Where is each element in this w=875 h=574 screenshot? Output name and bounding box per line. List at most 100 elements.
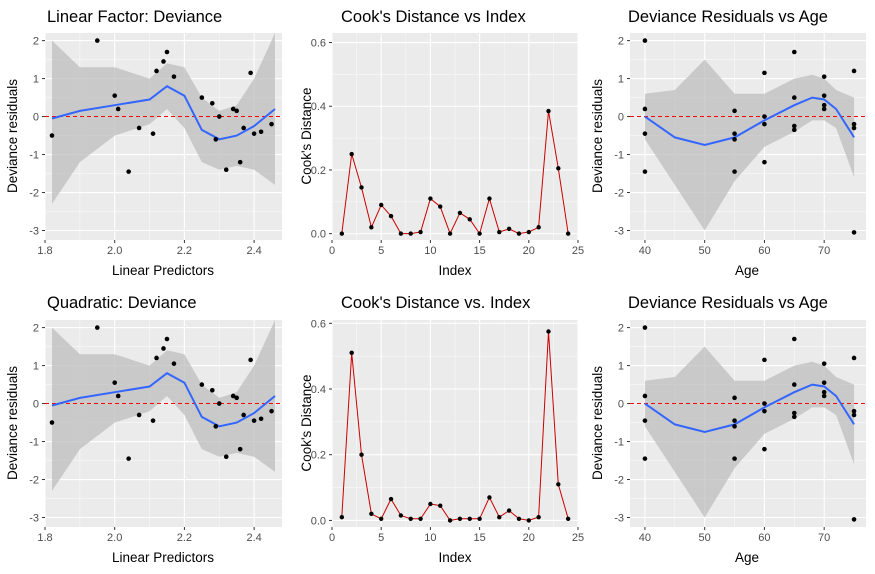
x-axis-label: Index [438, 550, 471, 565]
panel-content [45, 33, 282, 204]
panel-content [630, 325, 866, 522]
x-tick-label: 50 [699, 532, 711, 544]
data-point [237, 159, 243, 165]
x-tick-label: 50 [699, 245, 711, 257]
x-tick-label: 2.4 [246, 245, 261, 257]
data-point [349, 151, 354, 157]
data-point [438, 204, 443, 209]
y-tick-label: 0 [33, 399, 39, 411]
data-point [428, 501, 433, 507]
x-tick-label: 5 [378, 245, 384, 257]
data-point [209, 387, 215, 393]
data-point [526, 518, 531, 523]
data-point [642, 38, 648, 43]
chart-title: Deviance Residuals vs Age [628, 8, 828, 26]
smooth-line [51, 85, 276, 141]
data-point [136, 412, 142, 418]
x-tick-label: 15 [473, 532, 485, 544]
x-axis-label: Index [438, 263, 471, 278]
data-point [213, 424, 219, 429]
data-point [821, 389, 827, 395]
data-point [164, 49, 170, 55]
data-point [642, 131, 648, 136]
data-point [171, 361, 177, 366]
data-point [851, 125, 857, 131]
panel-1: 1.8 2.0 2.2 2.4 -3 -2 -1 0 1 2 Linear Factor: Devi… [5, 8, 282, 278]
y-tick-label: 0.6 [311, 38, 326, 50]
data-point [339, 514, 345, 520]
data-point [467, 516, 472, 521]
data-point [428, 196, 433, 201]
confidence-ribbon [52, 33, 275, 204]
y-tick-label: 0 [618, 399, 624, 411]
data-point [223, 167, 229, 173]
x-tick-label: 10 [424, 532, 436, 544]
data-point [565, 231, 571, 236]
data-point [457, 210, 463, 216]
y-tick-label: 2 [33, 323, 39, 335]
y-tick-label: -3 [29, 513, 39, 525]
data-point [851, 517, 857, 522]
y-tick-label: 1 [33, 361, 39, 373]
data-point [49, 420, 55, 425]
data-point [447, 518, 453, 523]
data-point [248, 70, 253, 76]
x-tick-label: 2.4 [246, 532, 261, 544]
y-axis-label: Deviance residuals [5, 366, 20, 480]
data-point [792, 382, 797, 387]
data-point [269, 121, 274, 127]
data-point [821, 102, 827, 108]
y-tick-label: -1 [614, 150, 624, 162]
data-point [199, 382, 205, 387]
y-axis-label: Cook's Distance [299, 374, 314, 471]
panel-content [339, 329, 571, 523]
smooth-line [51, 372, 276, 428]
x-tick-label: 2.0 [107, 245, 122, 257]
data-point [379, 202, 384, 208]
y-tick-label: 0.0 [311, 515, 326, 527]
chart-title: Linear Factor: Deviance [47, 8, 222, 26]
data-point [642, 325, 648, 330]
data-point [237, 446, 243, 452]
data-point [762, 70, 767, 76]
chart-title: Deviance Residuals vs Age [628, 294, 828, 312]
axis-ticks [42, 327, 255, 530]
data-point [251, 418, 257, 423]
y-tick-label: 0.2 [311, 165, 326, 177]
x-tick-label: 70 [818, 532, 830, 544]
data-point [213, 137, 219, 142]
chart-title: Quadratic: Deviance [47, 294, 197, 312]
y-tick-label: 0.4 [311, 101, 326, 113]
axis-ticks [627, 327, 825, 530]
data-point [136, 125, 142, 131]
x-axis-label: Age [735, 263, 759, 278]
data-point [732, 169, 737, 174]
chart-title: Cook's Distance vs. Index [341, 294, 531, 312]
data-point [112, 93, 118, 98]
panel-6: 40 50 60 70 -3 -2 -1 0 1 2 Deviance Residuals vs A… [590, 294, 866, 565]
minor-grid [332, 33, 578, 240]
data-point [199, 95, 205, 100]
data-point [497, 514, 502, 520]
data-point [556, 166, 561, 171]
data-point [851, 121, 857, 127]
major-grid [331, 320, 579, 527]
chart-title: Cook's Distance vs Index [341, 8, 526, 26]
data-point [126, 169, 131, 174]
y-tick-label: 2 [618, 36, 624, 48]
data-point [851, 68, 857, 74]
data-point [851, 408, 857, 414]
data-point [792, 127, 797, 133]
x-tick-label: 70 [818, 245, 830, 257]
data-point [154, 355, 159, 361]
data-point [546, 329, 551, 334]
data-point [477, 516, 482, 521]
data-point [642, 418, 648, 423]
axis-ticks [329, 42, 579, 243]
y-axis-label: Deviance residuals [590, 79, 605, 193]
panel-2: 0 5 10 15 20 25 0.0 0.2 0.4 0.6 Cook's Distance vs… [299, 8, 584, 278]
smooth-line [644, 96, 855, 147]
y-tick-label: 0.0 [311, 229, 326, 241]
data-point [447, 231, 453, 236]
